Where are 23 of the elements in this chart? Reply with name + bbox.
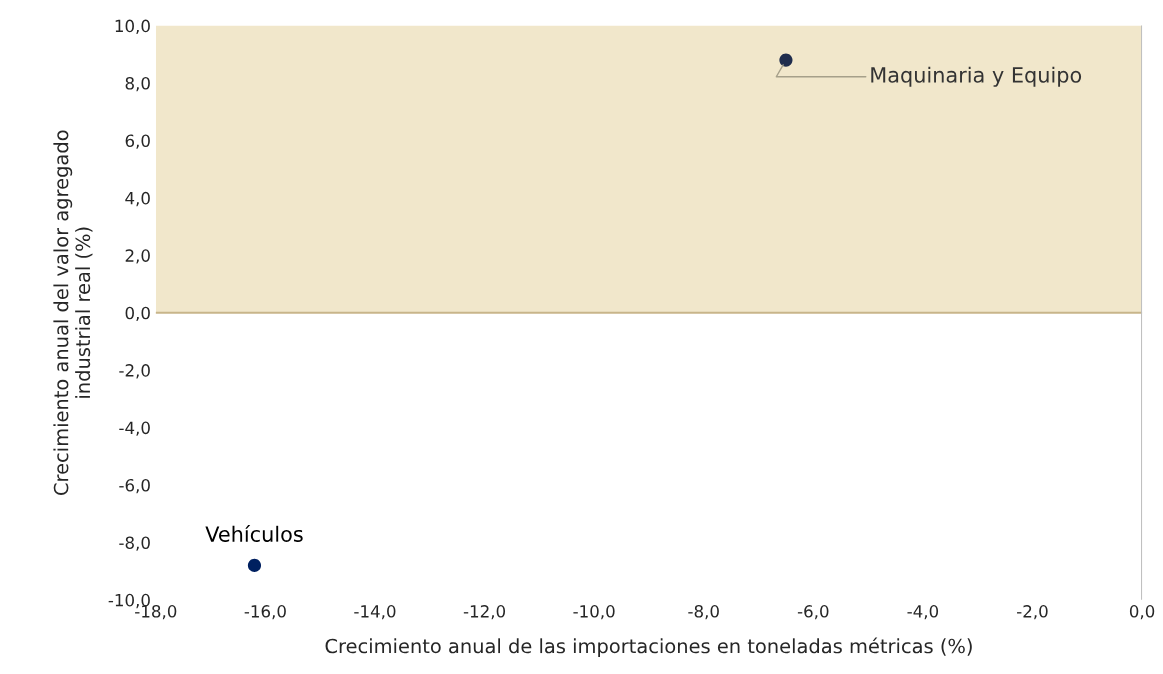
y-tick-label: 4,0 [125,191,150,207]
x-tick-label: -14,0 [354,605,396,620]
x-tick-label: -6,0 [797,605,829,620]
y-tick-label: -2,0 [119,364,150,379]
y-tick-label: 0,0 [125,306,150,322]
y-tick-label: -4,0 [119,421,150,436]
y-tick-label: -6,0 [119,478,150,494]
x-axis-title: Crecimiento anual de las importaciones en toneladas métricas (%) [325,637,972,658]
y-tick-label: 8,0 [125,77,150,92]
x-tick-label: -12,0 [463,605,506,620]
annotation: Maquinaria y Equipo [871,66,1082,87]
y-tick-label: 2,0 [125,249,150,264]
x-tick-label: 0,0 [1129,605,1155,620]
x-tick-label: -16,0 [244,605,286,620]
y-tick-label: 6,0 [125,134,150,149]
y-tick-label: 10,0 [115,19,150,34]
x-tick-label: -8,0 [688,605,719,620]
x-tick-label: -10,0 [573,605,615,620]
y-axis-title: Crecimiento anual del valor agregado industrial real (%) [53,130,93,495]
y-tick-label: -8,0 [119,536,150,551]
x-tick-label: -4,0 [907,605,939,620]
x-tick-label: -2,0 [1017,605,1048,620]
annotation: Vehículos [205,524,303,542]
